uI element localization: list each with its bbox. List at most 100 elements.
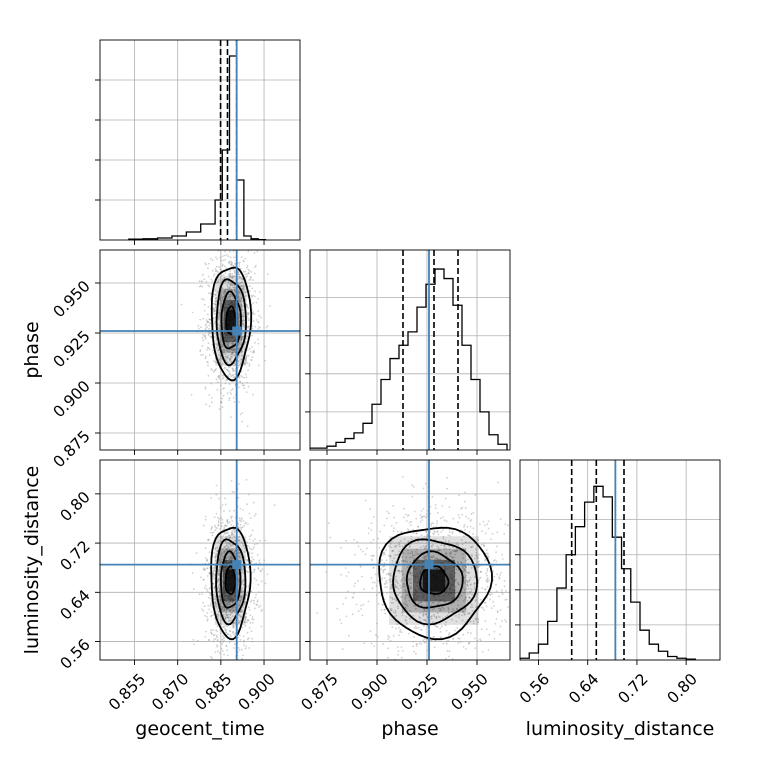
scatter-point	[230, 263, 233, 266]
scatter-point	[486, 567, 489, 570]
scatter-point	[436, 561, 439, 564]
scatter-point	[223, 307, 226, 310]
scatter-point	[249, 285, 251, 287]
scatter-point	[246, 264, 249, 267]
scatter-point	[261, 608, 263, 611]
scatter-point	[486, 577, 489, 579]
scatter-point	[232, 376, 235, 378]
scatter-point	[454, 629, 456, 632]
scatter-point	[210, 528, 213, 531]
scatter-point	[362, 550, 364, 553]
scatter-point	[223, 595, 226, 598]
scatter-point	[398, 545, 401, 548]
scatter-point	[409, 572, 411, 575]
scatter-point	[259, 569, 262, 572]
scatter-point	[238, 517, 241, 519]
scatter-point	[257, 606, 260, 608]
scatter-point	[214, 651, 217, 654]
scatter-point	[229, 556, 231, 559]
scatter-point	[438, 549, 441, 552]
scatter-point	[227, 601, 229, 604]
scatter-point	[499, 609, 502, 611]
scatter-point	[409, 556, 411, 559]
scatter-point	[226, 520, 229, 523]
scatter-point	[222, 292, 225, 295]
scatter-point	[468, 571, 470, 574]
scatter-point	[216, 613, 219, 616]
scatter-point	[241, 420, 244, 423]
scatter-point	[247, 523, 249, 526]
scatter-point	[454, 572, 457, 575]
scatter-point	[424, 555, 427, 558]
scatter-point	[485, 552, 488, 555]
scatter-point	[403, 507, 405, 510]
scatter-point	[258, 314, 261, 317]
scatter-point	[218, 279, 220, 281]
scatter-point	[225, 603, 228, 605]
scatter-point	[215, 527, 218, 530]
scatter-point	[230, 276, 233, 279]
scatter-point	[493, 637, 496, 640]
scatter-point	[423, 608, 425, 610]
scatter-point	[483, 545, 485, 548]
scatter-point	[192, 638, 195, 641]
scatter-point	[384, 583, 386, 586]
scatter-point	[228, 275, 231, 278]
scatter-point	[479, 639, 482, 642]
scatter-point	[241, 308, 243, 311]
scatter-point	[420, 546, 422, 549]
scatter-point	[219, 622, 222, 625]
scatter-point	[211, 369, 214, 372]
scatter-point	[424, 613, 427, 615]
scatter-point	[452, 638, 454, 641]
scatter-point	[212, 583, 215, 585]
scatter-point	[237, 296, 240, 299]
scatter-point	[373, 645, 376, 647]
scatter-point	[443, 519, 446, 522]
scatter-point	[398, 561, 400, 564]
scatter-point	[486, 569, 489, 572]
scatter-point	[220, 632, 222, 634]
scatter-point	[223, 606, 225, 609]
scatter-point	[224, 567, 227, 570]
scatter-point	[227, 555, 229, 557]
scatter-point	[229, 635, 232, 638]
scatter-point	[218, 348, 220, 351]
scatter-point	[209, 292, 212, 295]
scatter-point	[448, 545, 451, 548]
scatter-point	[240, 284, 243, 287]
scatter-point	[480, 570, 482, 573]
scatter-point	[209, 597, 212, 600]
scatter-point	[232, 343, 235, 346]
scatter-point	[415, 643, 418, 646]
x-tick-label: 0.80	[664, 670, 701, 707]
scatter-point	[237, 275, 240, 278]
scatter-point	[470, 546, 473, 549]
scatter-point	[232, 610, 234, 612]
scatter-point	[212, 572, 215, 575]
scatter-point	[225, 368, 228, 371]
scatter-point	[227, 620, 230, 622]
scatter-point	[449, 582, 451, 585]
scatter-point	[220, 665, 222, 667]
scatter-point	[226, 602, 229, 605]
scatter-point	[246, 591, 249, 593]
scatter-point	[255, 301, 258, 304]
scatter-point	[206, 590, 209, 593]
scatter-point	[466, 584, 469, 587]
scatter-point	[389, 555, 392, 558]
scatter-point	[482, 607, 484, 609]
scatter-point	[229, 298, 232, 301]
scatter-point	[246, 313, 249, 316]
scatter-point	[255, 604, 258, 606]
scatter-point	[392, 530, 395, 533]
scatter-point	[210, 611, 213, 613]
scatter-point	[486, 574, 488, 577]
scatter-point	[483, 524, 486, 527]
scatter-point	[228, 608, 230, 611]
scatter-point	[498, 595, 501, 598]
scatter-point	[439, 599, 442, 601]
scatter-point	[219, 296, 222, 298]
scatter-point	[233, 509, 236, 512]
scatter-point	[203, 303, 206, 306]
